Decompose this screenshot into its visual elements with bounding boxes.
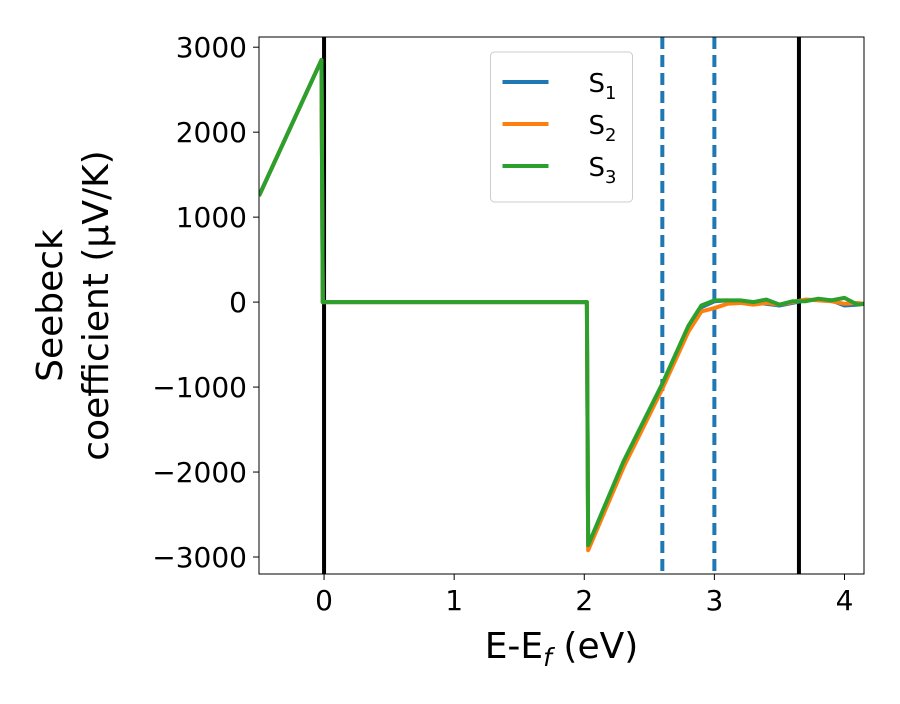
y-tick-label: −3000 — [152, 541, 247, 574]
legend-label-part: S — [589, 69, 606, 99]
y-tick-label: 2000 — [176, 116, 247, 149]
x-tick-label: 2 — [575, 584, 593, 617]
y-tick-label: 0 — [229, 286, 247, 319]
x-tick-label: 1 — [445, 584, 463, 617]
x-axis-label-part: (eV) — [552, 626, 638, 667]
plot-area — [259, 37, 864, 574]
legend-label-part: 2 — [605, 125, 616, 146]
legend-label-part: 3 — [605, 167, 616, 188]
legend-label-part: S — [589, 111, 606, 141]
y-tick-label: −1000 — [152, 371, 247, 404]
y-tick-label: 1000 — [176, 201, 247, 234]
legend-label-part: 1 — [605, 83, 616, 104]
x-tick-label: 0 — [315, 584, 333, 617]
series-line — [259, 57, 864, 548]
x-axis-label-part: E-E — [485, 626, 543, 667]
x-tick-label: 4 — [836, 584, 854, 617]
legend-label: S1 — [589, 69, 617, 104]
y-tick-label: 3000 — [176, 31, 247, 64]
y-axis-label: Seebeck — [30, 229, 71, 382]
x-axis-label: E-Ef (eV) — [485, 626, 639, 672]
x-tick-label: 3 — [705, 584, 723, 617]
legend-label-part: S — [589, 153, 606, 183]
legend-label: S2 — [589, 111, 617, 146]
axes-frame — [258, 36, 865, 575]
y-axis-label: coefficient (μV/K) — [76, 150, 117, 460]
y-tick-label: −2000 — [152, 456, 247, 489]
legend-label: S3 — [589, 153, 617, 188]
